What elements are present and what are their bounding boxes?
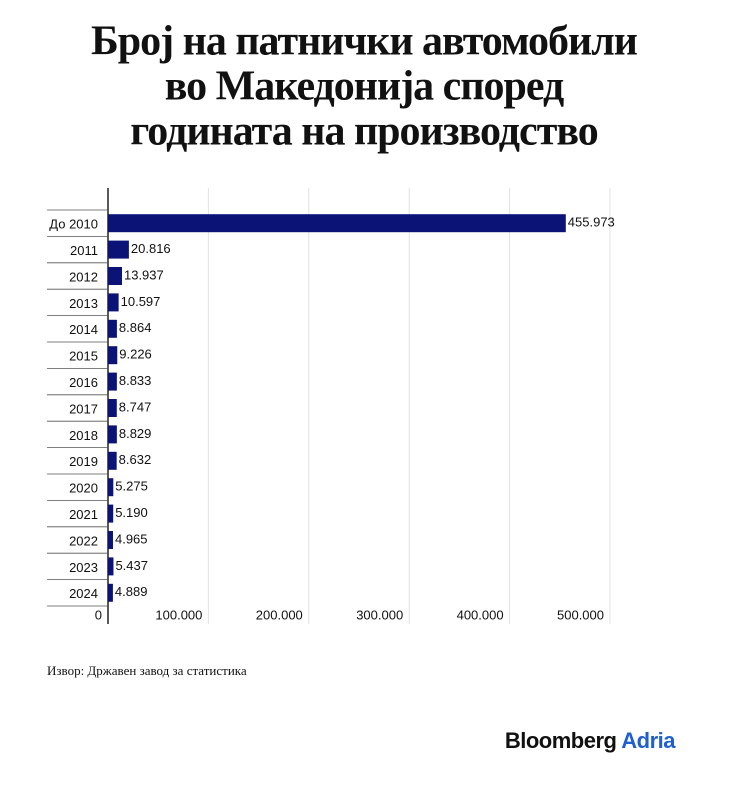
x-tick-label: 0 [95, 607, 102, 622]
y-tick-label: 2019 [69, 454, 98, 469]
bar [108, 531, 113, 549]
bar [108, 293, 119, 312]
value-label: 4.889 [115, 584, 148, 599]
y-tick-label: 2012 [69, 269, 98, 284]
y-tick-label: 2011 [70, 243, 98, 258]
value-label: 8.864 [119, 320, 152, 335]
value-label: 10.597 [121, 294, 161, 309]
logo-suffix: Adria [621, 728, 676, 753]
value-label: 20.816 [131, 241, 171, 256]
y-tick-label: 2014 [69, 322, 98, 337]
y-tick-label: 2023 [69, 560, 98, 575]
y-tick-label: 2017 [69, 401, 98, 416]
logo: Bloomberg Adria [505, 728, 676, 753]
bar [108, 214, 566, 233]
y-tick-label: 2024 [69, 586, 98, 601]
bar [108, 346, 118, 365]
y-tick-label: 2022 [69, 533, 98, 548]
bar [108, 319, 117, 338]
x-tick-label: 300.000 [356, 607, 403, 622]
bar [108, 557, 114, 576]
y-tick-label: 2018 [69, 428, 98, 443]
bar [108, 583, 113, 602]
y-tick-label: До 2010 [49, 217, 98, 232]
x-tick-label: 100.000 [155, 607, 202, 622]
value-label: 5.275 [115, 479, 148, 494]
value-label: 4.965 [115, 531, 148, 546]
x-tick-label: 200.000 [256, 607, 303, 622]
chart-title: годината на производство [130, 109, 597, 155]
value-label: 5.190 [115, 505, 148, 520]
logo-name: Bloomberg [505, 728, 617, 753]
value-label: 8.747 [119, 399, 152, 414]
x-tick-label: 400.000 [457, 607, 504, 622]
bar [108, 425, 117, 444]
bar [108, 478, 114, 497]
source: Извор: Државен завод за статистика [47, 663, 247, 678]
chart-title: во Македонија според [165, 64, 564, 110]
x-tick-label: 500.000 [557, 607, 604, 622]
chart-title: Број на патнички автомобили [91, 19, 638, 65]
value-label: 8.833 [119, 373, 152, 388]
value-label: 13.937 [124, 267, 164, 282]
value-label: 455.973 [568, 215, 615, 230]
bar [108, 267, 122, 285]
y-tick-label: 2021 [69, 507, 98, 522]
y-tick-label: 2013 [69, 296, 98, 311]
bar [108, 451, 117, 470]
bar [108, 240, 129, 259]
value-label: 8.632 [119, 452, 152, 467]
value-label: 9.226 [119, 347, 152, 362]
y-tick-label: 2015 [69, 349, 98, 364]
y-tick-label: 2020 [69, 481, 98, 496]
y-tick-label: 2016 [69, 375, 98, 390]
bar [108, 504, 114, 523]
value-label: 5.437 [115, 558, 148, 573]
value-label: 8.829 [119, 426, 152, 441]
bar [108, 372, 117, 391]
bar [108, 399, 117, 417]
